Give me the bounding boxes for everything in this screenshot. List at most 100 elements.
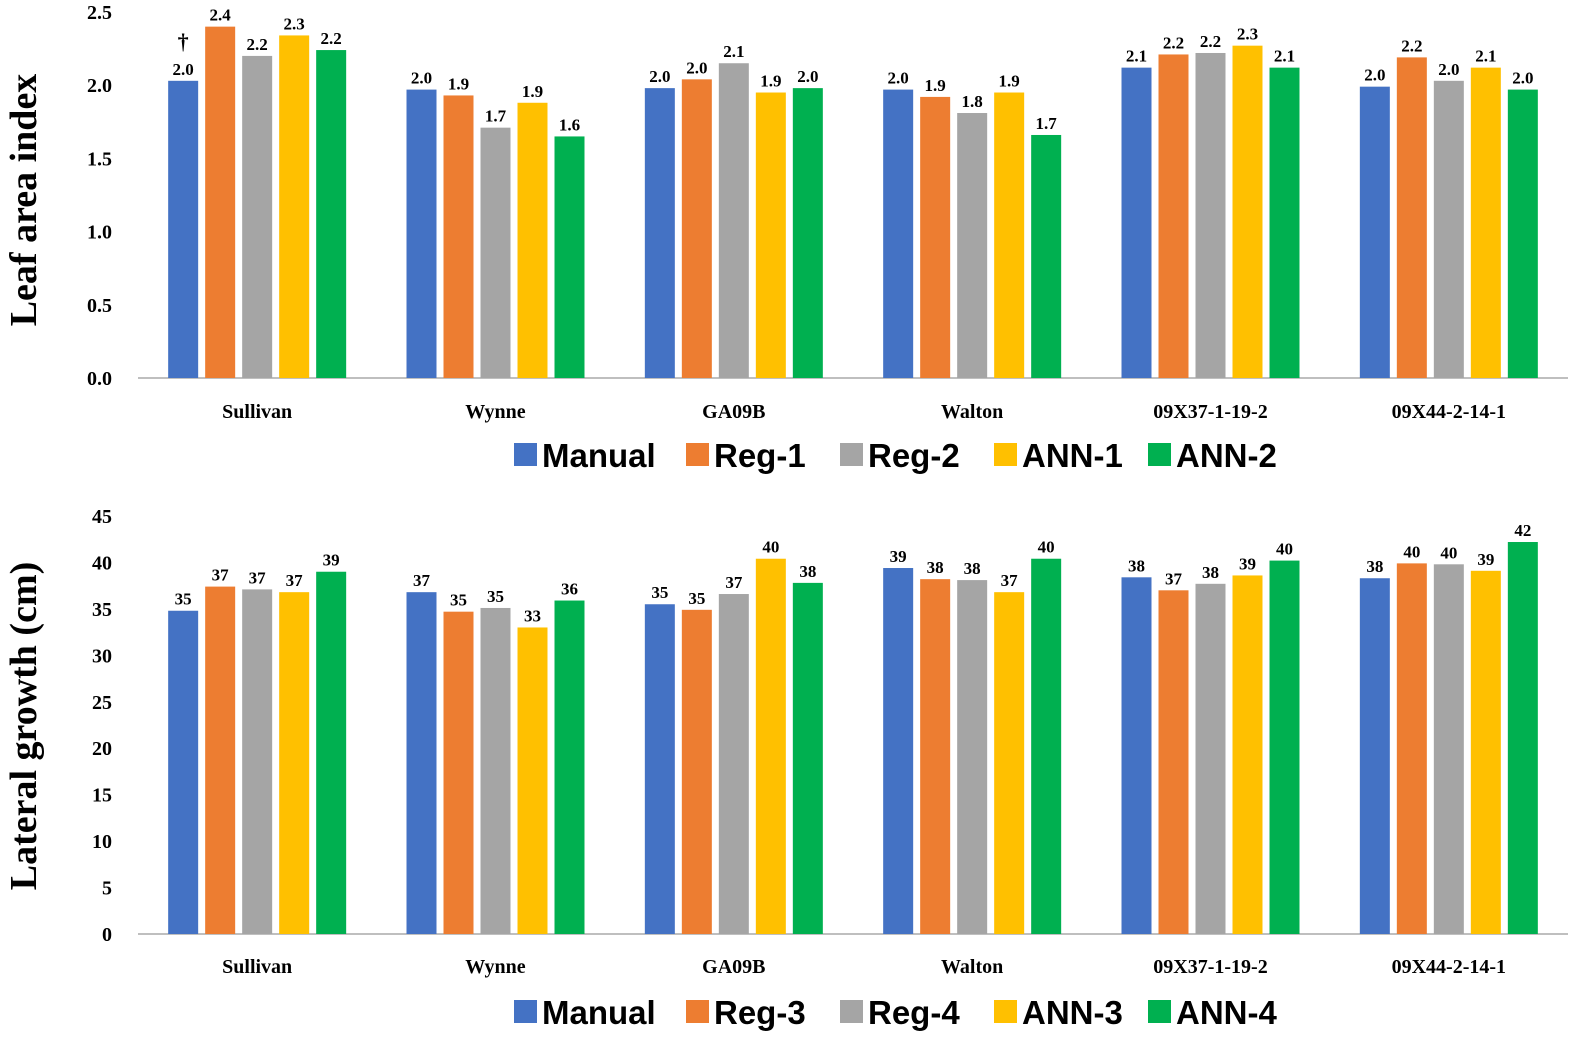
category-label: GA09B xyxy=(702,401,765,423)
category-label: Walton xyxy=(941,401,1003,423)
y-tick-label: 0 xyxy=(102,924,112,946)
bar xyxy=(316,571,347,934)
bar xyxy=(1396,57,1427,378)
data-label: 2.0 xyxy=(1512,69,1533,88)
category-label: GA09B xyxy=(702,956,765,978)
y-tick-label: 5 xyxy=(102,878,112,900)
category-label: Sullivan xyxy=(222,401,292,423)
bar xyxy=(792,88,823,379)
y-tick-label: 1.0 xyxy=(87,222,112,244)
bar xyxy=(883,568,914,934)
data-label: 2.0 xyxy=(173,60,194,79)
bar xyxy=(1359,578,1390,934)
data-label: 2.1 xyxy=(1475,47,1496,66)
bar xyxy=(718,594,749,934)
bar xyxy=(1158,54,1189,379)
y-axis-title: Lateral growth (cm) xyxy=(3,562,45,891)
bar xyxy=(480,607,511,934)
legend-label: Reg-2 xyxy=(868,437,960,474)
legend-swatch xyxy=(686,1000,709,1023)
bar xyxy=(883,89,914,378)
legend-label: ANN-3 xyxy=(1022,994,1123,1031)
bar xyxy=(1507,89,1538,378)
data-label: 37 xyxy=(212,566,230,585)
leaf-area-index-chart: Leaf area index 0.0 0.5 1.0 1.5 2.0 2.5 2.0 2.4… xyxy=(3,2,1568,474)
data-label: 2.0 xyxy=(649,67,670,86)
bar xyxy=(1507,542,1538,934)
data-label: 36 xyxy=(561,580,578,599)
category-label: 09X44-2-14-1 xyxy=(1392,401,1506,423)
y-tick-label: 1.5 xyxy=(87,148,112,170)
bar xyxy=(1031,134,1062,378)
y-tick-label: 0.0 xyxy=(87,368,112,390)
bar xyxy=(1433,80,1464,379)
data-label: 2.2 xyxy=(1200,32,1221,51)
y-tick-label: 20 xyxy=(92,738,112,760)
bar xyxy=(517,627,548,934)
bar xyxy=(1232,575,1263,934)
data-label: 39 xyxy=(890,547,907,566)
legend-label: ANN-4 xyxy=(1176,994,1277,1031)
bar xyxy=(205,586,236,934)
bar xyxy=(1433,564,1464,934)
category-label: 09X37-1-19-2 xyxy=(1153,401,1267,423)
data-label: 38 xyxy=(1128,556,1145,575)
legend-label: Manual xyxy=(542,437,656,474)
data-label: 39 xyxy=(1239,554,1256,573)
category-label: Sullivan xyxy=(222,956,292,978)
data-label: 2.2 xyxy=(1163,33,1184,52)
y-tick-label: 15 xyxy=(92,785,112,807)
data-label: 37 xyxy=(1165,569,1183,588)
bar xyxy=(920,579,951,934)
data-label: 35 xyxy=(175,590,192,609)
bar xyxy=(1158,590,1189,934)
category-label: Wynne xyxy=(465,956,526,978)
legend-label: Manual xyxy=(542,994,656,1031)
data-label: 35 xyxy=(450,591,467,610)
data-label: 40 xyxy=(1038,538,1055,557)
data-label: 35 xyxy=(651,583,668,602)
bar xyxy=(755,92,786,379)
legend-swatch xyxy=(514,443,537,466)
bar xyxy=(205,26,236,378)
legend-swatch xyxy=(514,1000,537,1023)
category-label: Walton xyxy=(941,956,1003,978)
data-label: 1.9 xyxy=(999,72,1020,91)
bar xyxy=(554,600,585,934)
data-label: 33 xyxy=(524,606,541,625)
bar xyxy=(644,604,675,934)
data-label: 38 xyxy=(1202,563,1219,582)
data-label: 40 xyxy=(762,538,779,557)
legend: Manual Reg-3 Reg-4 ANN-3 ANN-4 xyxy=(514,994,1277,1031)
data-label: 1.9 xyxy=(448,74,469,93)
data-label: 2.0 xyxy=(1364,66,1385,85)
lateral-growth-chart: Lateral growth (cm) 0 5 10 15 20 25 30 35 40 45 35… xyxy=(3,506,1568,1031)
bar xyxy=(792,582,823,934)
data-label: 40 xyxy=(1403,542,1420,561)
y-tick-label: 2.5 xyxy=(87,2,112,24)
legend-swatch xyxy=(1148,1000,1171,1023)
y-tick-label: 30 xyxy=(92,645,112,667)
bar xyxy=(1470,570,1501,934)
legend-swatch xyxy=(840,443,863,466)
data-label: 2.0 xyxy=(686,58,707,77)
legend-swatch xyxy=(686,443,709,466)
data-label: 2.0 xyxy=(411,69,432,88)
legend-swatch xyxy=(994,443,1017,466)
bar xyxy=(242,589,273,934)
data-label: 40 xyxy=(1276,540,1293,559)
y-tick-label: 25 xyxy=(92,692,112,714)
data-label: 38 xyxy=(927,558,944,577)
bar xyxy=(1121,577,1152,934)
bar xyxy=(279,592,310,934)
bar xyxy=(994,92,1025,379)
bar xyxy=(1195,52,1226,378)
annotation-marker: † xyxy=(178,29,189,54)
bar xyxy=(480,127,511,378)
bar xyxy=(681,79,712,379)
data-label: 37 xyxy=(286,571,304,590)
category-label: 09X44-2-14-1 xyxy=(1392,956,1506,978)
bar xyxy=(994,592,1025,934)
bar xyxy=(1195,583,1226,934)
